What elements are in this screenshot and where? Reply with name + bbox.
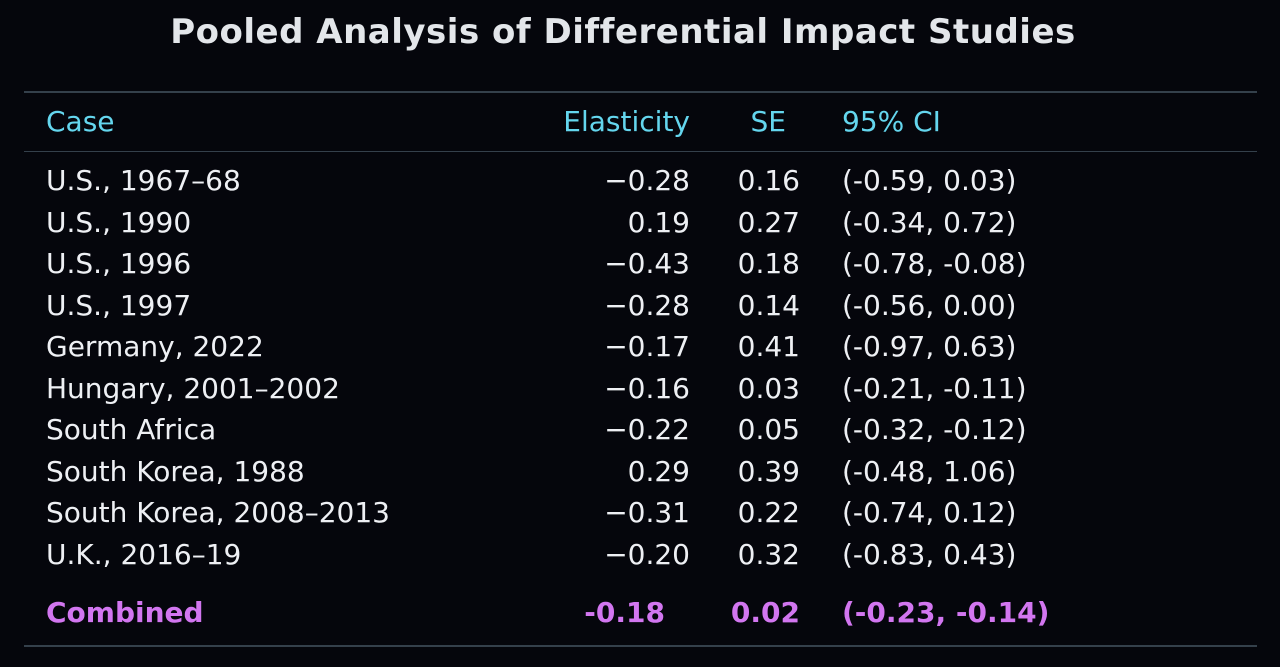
row-se: 0.14	[737, 288, 800, 322]
row-se: 0.32	[737, 537, 800, 571]
row-elasticity: −0.22	[604, 413, 690, 446]
row-elasticity: −0.17	[604, 330, 690, 363]
table-row: South Korea, 1988 0.29 0.39 (-0.48, 1.06…	[0, 451, 1280, 493]
row-case: U.S., 1990	[46, 205, 192, 239]
top-rule	[24, 91, 1257, 93]
row-case: U.S., 1967–68	[46, 164, 241, 197]
row-case: South Africa	[46, 413, 217, 446]
combined-se: 0.02	[730, 596, 800, 629]
row-se: 0.27	[737, 205, 800, 239]
row-se: 0.03	[737, 371, 800, 405]
row-case: Germany, 2022	[46, 330, 264, 363]
row-se: 0.18	[737, 247, 800, 280]
row-ci: (-0.21, -0.11)	[842, 371, 1027, 405]
table-row: U.S., 1996 −0.43 0.18 (-0.78, -0.08)	[0, 243, 1280, 285]
table-row: South Korea, 2008–2013 −0.31 0.22 (-0.74…	[0, 492, 1280, 534]
row-ci: (-0.56, 0.00)	[842, 288, 1017, 322]
table-row: U.S., 1997 −0.28 0.14 (-0.56, 0.00)	[0, 285, 1280, 327]
table-row: Hungary, 2001–2002 −0.16 0.03 (-0.21, -0…	[0, 368, 1280, 410]
row-elasticity: −0.31	[604, 496, 690, 529]
row-elasticity: −0.28	[604, 288, 690, 322]
header-elasticity: Elasticity	[563, 105, 690, 138]
row-case: U.S., 1996	[46, 247, 192, 280]
row-se: 0.41	[737, 330, 800, 363]
combined-row: Combined -0.18 0.02 (-0.23, -0.14)	[0, 592, 1280, 634]
header-rule	[24, 151, 1257, 152]
row-elasticity: 0.29	[627, 454, 690, 488]
table-row: South Africa −0.22 0.05 (-0.32, -0.12)	[0, 409, 1280, 451]
row-ci: (-0.83, 0.43)	[842, 537, 1017, 571]
row-elasticity: −0.20	[604, 537, 690, 571]
row-ci: (-0.59, 0.03)	[842, 164, 1017, 197]
row-elasticity: 0.19	[627, 205, 690, 239]
row-case: U.K., 2016–19	[46, 537, 242, 571]
row-se: 0.22	[737, 496, 800, 529]
table-header: Case Elasticity SE 95% CI	[0, 101, 1280, 143]
table-row: Germany, 2022 −0.17 0.41 (-0.97, 0.63)	[0, 326, 1280, 368]
row-ci: (-0.48, 1.06)	[842, 454, 1017, 488]
table-row: U.K., 2016–19 −0.20 0.32 (-0.83, 0.43)	[0, 534, 1280, 576]
row-ci: (-0.32, -0.12)	[842, 413, 1027, 446]
row-ci: (-0.97, 0.63)	[842, 330, 1017, 363]
row-elasticity: −0.16	[604, 371, 690, 405]
header-se: SE	[750, 105, 786, 138]
row-se: 0.16	[737, 164, 800, 197]
table-row: U.S., 1967–68 −0.28 0.16 (-0.59, 0.03)	[0, 160, 1280, 202]
combined-elasticity: -0.18	[584, 596, 665, 629]
table-row: U.S., 1990 0.19 0.27 (-0.34, 0.72)	[0, 202, 1280, 244]
combined-case: Combined	[46, 596, 204, 629]
combined-ci: (-0.23, -0.14)	[842, 596, 1050, 629]
row-case: Hungary, 2001–2002	[46, 371, 340, 405]
row-ci: (-0.78, -0.08)	[842, 247, 1027, 280]
row-case: U.S., 1997	[46, 288, 192, 322]
row-se: 0.39	[737, 454, 800, 488]
header-ci: 95% CI	[842, 105, 941, 138]
row-ci: (-0.74, 0.12)	[842, 496, 1017, 529]
row-case: South Korea, 2008–2013	[46, 496, 390, 529]
row-elasticity: −0.28	[604, 164, 690, 197]
header-case: Case	[46, 105, 115, 138]
row-case: South Korea, 1988	[46, 454, 305, 488]
bottom-rule	[24, 645, 1257, 647]
row-se: 0.05	[737, 413, 800, 446]
row-elasticity: −0.43	[604, 247, 690, 280]
page-title: Pooled Analysis of Differential Impact S…	[170, 12, 1076, 52]
row-ci: (-0.34, 0.72)	[842, 205, 1017, 239]
